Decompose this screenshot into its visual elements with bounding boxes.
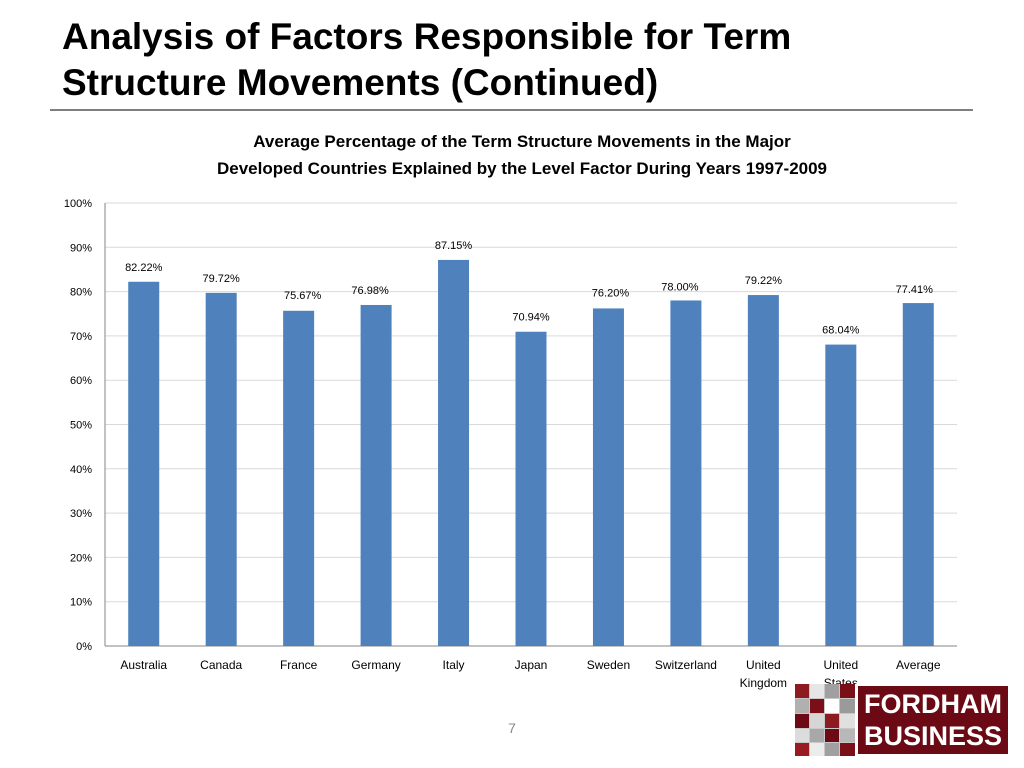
y-tick-label: 0% <box>76 641 92 653</box>
slide-title-line-1: Analysis of Factors Responsible for Term <box>62 16 792 57</box>
y-tick-label: 30% <box>70 508 92 520</box>
y-tick-label: 50% <box>70 420 92 432</box>
category-label: Switzerland <box>655 658 717 672</box>
bar <box>438 259 470 646</box>
bar <box>283 310 315 646</box>
bar <box>670 300 702 646</box>
data-label: 79.72% <box>203 273 241 285</box>
category-label: Average <box>896 658 941 672</box>
data-label: 77.41% <box>896 284 934 296</box>
chart-title-line-1: Average Percentage of the Term Structure… <box>253 132 791 151</box>
logo-line-2: BUSINESS <box>863 721 1003 751</box>
bar <box>825 344 857 646</box>
category-label: Italy <box>443 658 465 672</box>
data-label: 79.22% <box>745 275 783 287</box>
y-tick-label: 70% <box>70 331 92 343</box>
title-divider <box>50 109 973 111</box>
category-label: United <box>823 658 858 672</box>
y-tick-label: 60% <box>70 375 92 387</box>
y-tick-label: 100% <box>64 198 92 210</box>
data-label: 87.15% <box>435 240 473 252</box>
slide-title-line-2: Structure Movements (Continued) <box>62 62 659 103</box>
category-label: Germany <box>351 658 400 672</box>
category-label: United <box>746 658 781 672</box>
data-label: 76.98% <box>351 285 389 297</box>
data-label: 75.67% <box>284 290 322 302</box>
logo-line-1: FORDHAM <box>864 689 1002 719</box>
data-label: 70.94% <box>512 312 550 324</box>
y-tick-label: 90% <box>70 242 92 254</box>
logo-wordmark: FORDHAM BUSINESS <box>858 686 1008 754</box>
logo-mosaic-icon <box>795 684 855 756</box>
data-label: 78.00% <box>661 281 699 293</box>
data-label: 68.04% <box>822 325 860 337</box>
page-number: 7 <box>508 720 516 736</box>
bar-chart: Average Percentage of the Term Structure… <box>64 132 957 690</box>
y-tick-label: 80% <box>70 287 92 299</box>
data-label: 76.20% <box>592 287 630 299</box>
y-tick-label: 40% <box>70 464 92 476</box>
category-label: Kingdom <box>740 676 787 690</box>
fordham-business-logo: FORDHAM BUSINESS <box>795 684 1009 756</box>
bar <box>360 304 392 646</box>
bar <box>515 331 547 646</box>
category-label: Australia <box>120 658 167 672</box>
bar <box>205 292 237 646</box>
chart-title-line-2: Developed Countries Explained by the Lev… <box>217 159 827 178</box>
y-tick-label: 10% <box>70 597 92 609</box>
category-label: France <box>280 658 318 672</box>
slide-title: Analysis of Factors Responsible for Term… <box>62 14 962 106</box>
category-label: Sweden <box>587 658 630 672</box>
category-label: Canada <box>200 658 242 672</box>
data-label: 82.22% <box>125 262 163 274</box>
bar <box>747 295 779 646</box>
bar <box>592 308 624 646</box>
bar <box>902 303 934 646</box>
category-label: Japan <box>515 658 548 672</box>
bar <box>128 281 160 646</box>
y-tick-label: 20% <box>70 552 92 564</box>
